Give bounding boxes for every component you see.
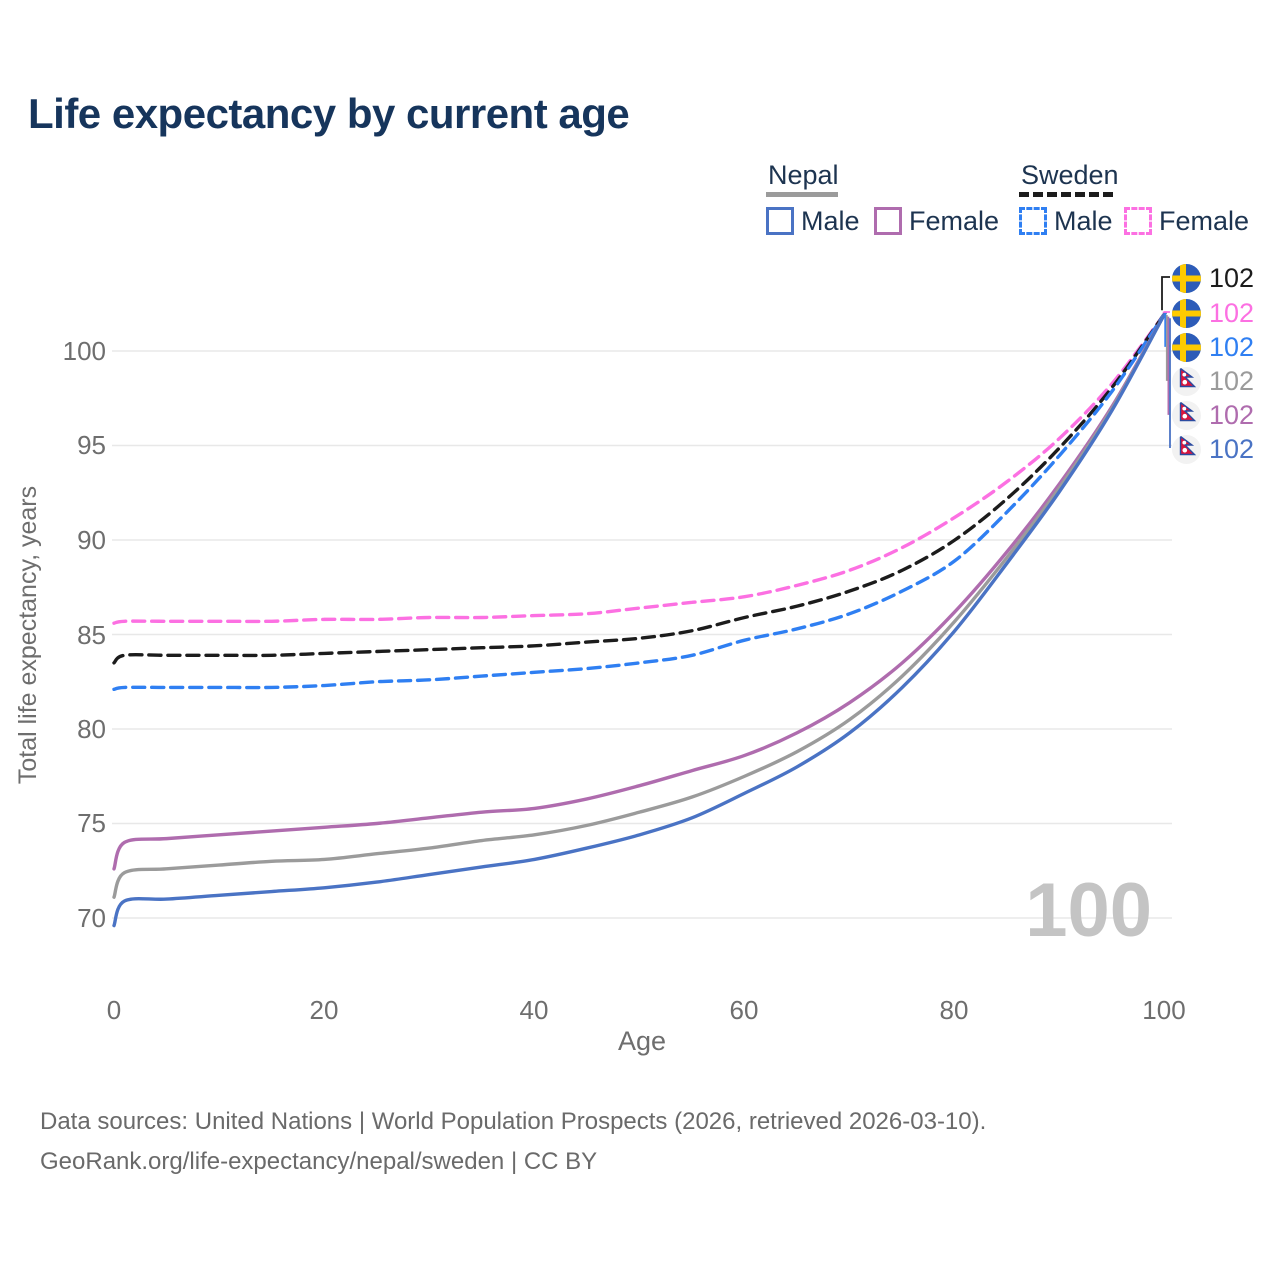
sweden-male-swatch-icon [1019, 207, 1047, 235]
y-axis-tick: 80 [77, 714, 106, 744]
x-axis-tick: 40 [519, 995, 549, 1025]
y-axis-tick: 90 [77, 525, 106, 555]
sweden-line-style-swatch [1019, 192, 1113, 197]
gridlines [112, 350, 1172, 919]
series-line-nepal-both [112, 311, 1167, 899]
nepal-flag-icon [1172, 366, 1201, 396]
x-axis-tick: 20 [309, 995, 339, 1025]
y-axis-tick: 75 [77, 808, 106, 838]
end-label-sweden-female: 102 [1172, 298, 1254, 328]
end-label-nepal-both: 102 [1172, 366, 1254, 396]
legend-group-nepal[interactable]: Nepal [768, 160, 839, 190]
sweden-flag-icon [1172, 298, 1201, 328]
legend-item-nepal-female[interactable]: Female [874, 206, 999, 236]
attribution-line: GeoRank.org/life-expectancy/nepal/sweden… [40, 1148, 598, 1175]
sweden-flag-icon [1172, 332, 1201, 362]
end-label-nepal-male: 102 [1172, 434, 1254, 464]
nepal-flag-icon [1172, 434, 1201, 464]
series-line-sweden-both [112, 311, 1167, 665]
legend-item-nepal-male[interactable]: Male [766, 206, 860, 236]
nepal-flag-icon [1172, 400, 1201, 430]
footer: Data sources: United Nations | World Pop… [40, 1102, 986, 1182]
sweden-female-swatch-icon [1124, 207, 1152, 235]
sweden-flag-icon [1172, 263, 1201, 293]
series-line-nepal-male [112, 311, 1167, 928]
y-axis-tick: 100 [62, 336, 106, 366]
end-label-nepal-female: 102 [1172, 400, 1254, 430]
x-axis-title: Age [617, 1026, 667, 1056]
data-sources-line: Data sources: United Nations | World Pop… [40, 1108, 987, 1135]
y-axis-tick: 70 [77, 903, 106, 933]
legend-item-sweden-female[interactable]: Female [1124, 206, 1249, 236]
watermark-age: 100 [1025, 868, 1152, 953]
legend-item-sweden-male[interactable]: Male [1019, 206, 1113, 236]
series-line-sweden-male [112, 311, 1167, 692]
end-label-sweden-both: 102 [1172, 263, 1254, 293]
x-axis-tick: 80 [939, 995, 969, 1025]
series-lines [112, 311, 1167, 928]
y-axis-tick: 95 [77, 430, 106, 460]
leader-line [1161, 276, 1170, 311]
series-line-sweden-female [112, 311, 1167, 625]
page-title: Life expectancy by current age [28, 90, 630, 137]
series-line-nepal-female [112, 311, 1167, 871]
x-axis-tick: 100 [1142, 995, 1186, 1025]
nepal-line-style-swatch [766, 192, 838, 197]
x-axis-tick: 60 [729, 995, 759, 1025]
nepal-male-swatch-icon [766, 207, 794, 235]
legend-group-sweden[interactable]: Sweden [1021, 160, 1119, 190]
nepal-female-swatch-icon [874, 207, 902, 235]
x-axis-tick: 0 [106, 995, 122, 1025]
end-label-sweden-male: 102 [1172, 332, 1254, 362]
end-label-leaders [1161, 276, 1171, 448]
y-axis-tick: 85 [77, 620, 106, 650]
